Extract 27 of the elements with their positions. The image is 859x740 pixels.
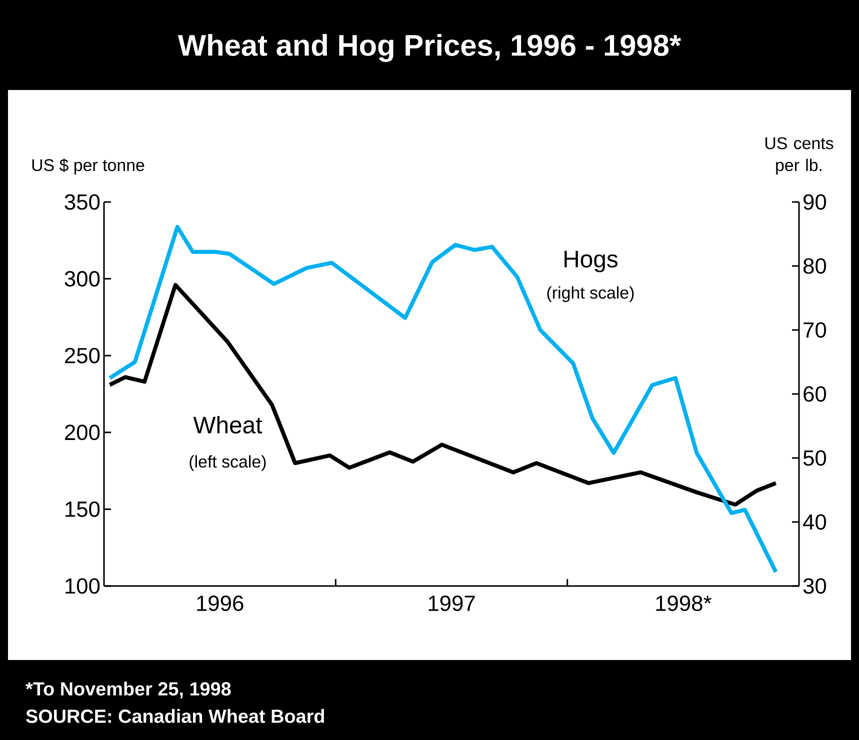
y-tick-label: 200: [65, 424, 100, 440]
y-tick-label: 250: [65, 348, 100, 364]
annotation: (right scale): [547, 286, 634, 302]
x-tick-label: 1998*: [656, 596, 712, 612]
y-tick-label: 300: [64, 271, 100, 287]
y2-tick-label: 90: [804, 194, 826, 210]
y-tick-label: 350: [64, 194, 100, 210]
y2-tick-label: 40: [803, 514, 826, 530]
series-label: Wheat: [193, 416, 262, 434]
line-series: [108, 282, 778, 507]
source-note: SOURCE: Canadian Wheat Board: [26, 709, 324, 723]
series-label: Hogs: [564, 250, 618, 272]
y2-axis-title: US cents per lb.: [765, 137, 834, 174]
y2-tick-label: 50: [803, 450, 826, 466]
annotation: (left scale): [190, 455, 266, 472]
y2-tick-label: 80: [803, 258, 826, 274]
y-tick-label: 100: [66, 578, 100, 594]
y-tick-label: 150: [66, 501, 100, 517]
y-axis-title: US $ per tonne: [32, 158, 144, 174]
x-tick-label: 1997: [428, 596, 475, 612]
text: *To November 25, 1998: [26, 682, 231, 698]
y2-tick-label: 60: [804, 386, 826, 402]
line-series: [108, 224, 778, 574]
x-tick-label: 1996: [197, 596, 244, 612]
chart-title: Wheat and Hog Prices, 1996 - 1998*: [178, 34, 682, 62]
y2-tick-label: 30: [803, 578, 826, 594]
y2-tick-label: 70: [804, 322, 826, 338]
